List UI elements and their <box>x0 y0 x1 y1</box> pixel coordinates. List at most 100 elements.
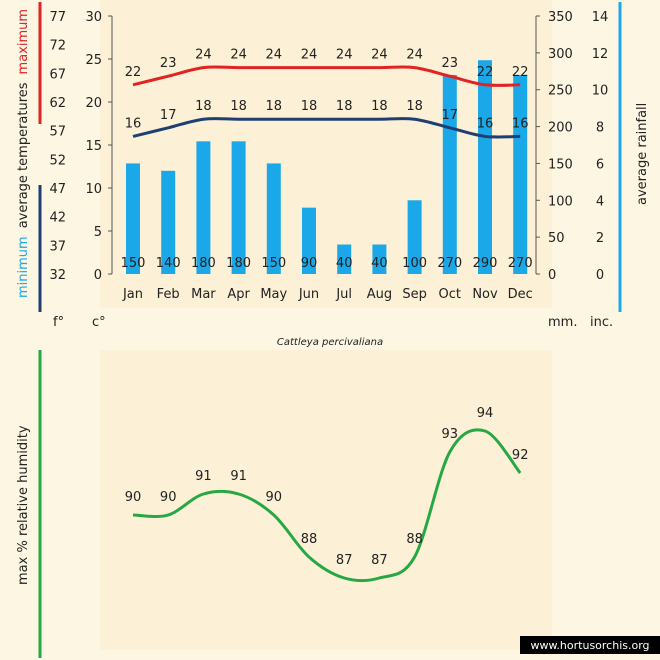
rainfall-value-label: 180 <box>191 256 216 271</box>
temperature-axis-title: minimum average temperatures maximum <box>16 9 31 298</box>
rainfall-bar <box>266 163 281 274</box>
inch-tick-label: 0 <box>596 268 604 283</box>
humidity-value-label: 88 <box>301 532 318 547</box>
celsius-tick-label: 0 <box>94 268 102 283</box>
month-tick-label: Jun <box>298 287 319 302</box>
rainfall-value-label: 40 <box>371 256 388 271</box>
month-tick-label: Aug <box>367 287 392 302</box>
maximum-temperature-label: 22 <box>125 65 142 80</box>
fahrenheit-tick-label: 47 <box>49 182 66 197</box>
mm-unit: mm. <box>548 315 577 330</box>
humidity-value-label: 87 <box>371 553 388 568</box>
rainfall-value-label: 270 <box>437 256 462 271</box>
fahrenheit-tick-label: 72 <box>49 39 66 54</box>
humidity-value-label: 90 <box>125 490 142 505</box>
rainfall-value-label: 150 <box>261 256 286 271</box>
rainfall-value-label: 40 <box>336 256 353 271</box>
humidity-value-label: 90 <box>266 490 283 505</box>
maximum-temperature-line <box>132 65 521 87</box>
minimum-temperature-label: 18 <box>406 99 423 114</box>
minimum-temperature-label: 18 <box>266 99 283 114</box>
mm-tick-label: 50 <box>548 231 565 246</box>
mm-tick-label: 200 <box>548 121 573 136</box>
maximum-temperature-label: 23 <box>160 56 177 71</box>
rainfall-bar <box>442 74 457 274</box>
maximum-temperature-label: 22 <box>477 65 494 80</box>
mm-tick-label: 0 <box>548 268 556 283</box>
maximum-temperature-label: 24 <box>301 48 318 63</box>
rainfall-value-label: 270 <box>508 256 533 271</box>
watermark-text: www.hortusorchis.org <box>530 639 649 652</box>
rainfall-value-label: 100 <box>402 256 427 271</box>
month-tick-label: Nov <box>472 287 498 302</box>
maximum-label: maximum <box>16 9 31 75</box>
minimum-temperature-label: 16 <box>477 116 494 131</box>
rainfall-value-label: 90 <box>301 256 318 271</box>
maximum-temperature-label: 24 <box>371 48 388 63</box>
rainfall-bar <box>231 141 246 274</box>
mm-tick-label: 150 <box>548 157 573 172</box>
celsius-tick-label: 10 <box>85 182 102 197</box>
humidity-value-label: 91 <box>195 469 212 484</box>
humidity-value-label: 94 <box>477 406 494 421</box>
inch-tick-label: 8 <box>596 121 604 136</box>
mm-tick-label: 350 <box>548 10 573 25</box>
watermark-box <box>520 636 660 654</box>
minimum-temperature-label: 18 <box>230 99 247 114</box>
mm-tick-label: 100 <box>548 194 573 209</box>
month-tick-label: Sep <box>402 287 427 302</box>
month-tick-label: Mar <box>191 287 216 302</box>
inch-tick-label: 2 <box>596 231 604 246</box>
inch-unit: inc. <box>590 315 613 330</box>
fahrenheit-tick-label: 62 <box>49 96 66 111</box>
maximum-temperature-label: 24 <box>230 48 247 63</box>
minimum-temperature-label: 16 <box>512 116 529 131</box>
rainfall-bar <box>337 244 352 274</box>
rainfall-value-label: 140 <box>156 256 181 271</box>
humidity-value-label: 87 <box>336 553 353 568</box>
humidity-plot-panel <box>100 350 552 650</box>
minimum-temperature-label: 18 <box>336 99 353 114</box>
minimum-temperature-label: 18 <box>195 99 212 114</box>
humidity-value-label: 92 <box>512 448 529 463</box>
inch-tick-label: 10 <box>592 84 609 99</box>
rainfall-value-label: 290 <box>473 256 498 271</box>
fahrenheit-tick-label: 42 <box>49 211 66 226</box>
humidity-value-label: 90 <box>160 490 177 505</box>
minimum-temperature-line <box>132 117 521 139</box>
minimum-label: minimum <box>16 236 31 298</box>
month-tick-label: Oct <box>439 287 461 302</box>
minimum-temperature-label: 17 <box>442 108 459 123</box>
inch-tick-label: 14 <box>592 10 609 25</box>
rainfall-bar <box>161 170 176 274</box>
fahrenheit-tick-label: 57 <box>49 125 66 140</box>
fahrenheit-unit: f° <box>53 315 64 330</box>
fahrenheit-tick-label: 77 <box>49 10 66 25</box>
humidity-value-label: 88 <box>406 532 423 547</box>
celsius-tick-label: 30 <box>85 10 102 25</box>
inch-tick-label: 12 <box>592 47 609 62</box>
maximum-temperature-label: 23 <box>442 56 459 71</box>
month-tick-label: Apr <box>227 287 250 302</box>
inch-tick-label: 4 <box>596 194 604 209</box>
month-tick-label: Feb <box>157 287 180 302</box>
minimum-temperature-label: 18 <box>371 99 388 114</box>
inch-tick-label: 6 <box>596 157 604 172</box>
celsius-tick-label: 25 <box>85 53 102 68</box>
fahrenheit-tick-label: 52 <box>49 153 66 168</box>
fahrenheit-tick-label: 67 <box>49 67 66 82</box>
rainfall-bar <box>302 207 316 274</box>
month-tick-label: Jan <box>122 287 143 302</box>
average-temperatures-label: average temperatures <box>16 82 31 228</box>
maximum-temperature-label: 24 <box>336 48 353 63</box>
rainfall-value-label: 180 <box>226 256 251 271</box>
humidity-axis-title: max % relative humidity <box>16 425 31 585</box>
humidity-value-label: 93 <box>442 427 459 442</box>
maximum-temperature-label: 24 <box>266 48 283 63</box>
rainfall-bar <box>513 74 528 274</box>
fahrenheit-tick-label: 32 <box>49 268 66 283</box>
maximum-temperature-label: 24 <box>406 48 423 63</box>
maximum-temperature-label: 22 <box>512 65 529 80</box>
fahrenheit-tick-label: 37 <box>49 239 66 254</box>
